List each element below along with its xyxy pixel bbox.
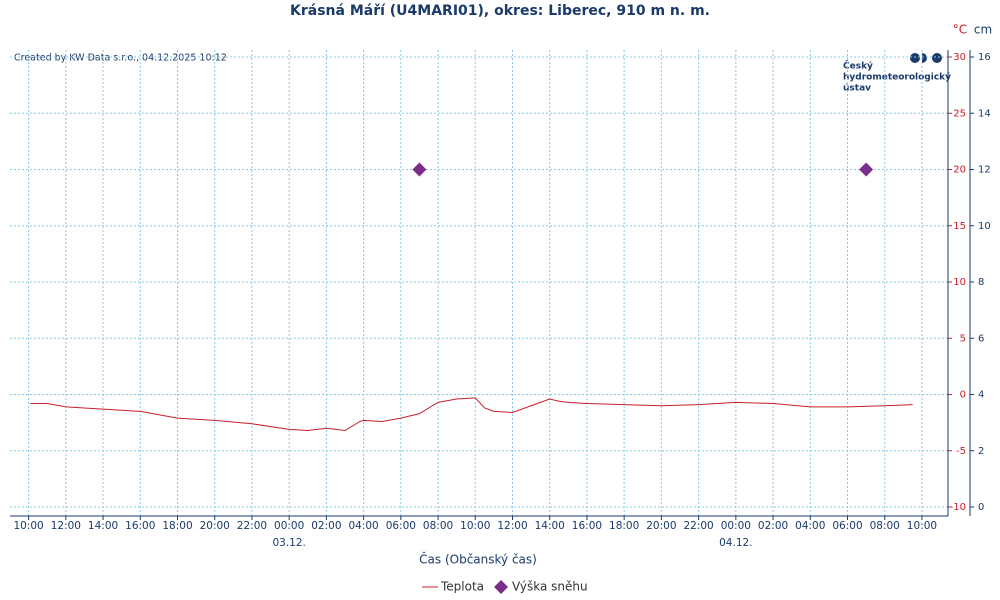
y-tick-label: -5 <box>956 446 966 457</box>
x-tick-label: 14:00 <box>535 520 565 532</box>
temperature-line <box>30 397 913 432</box>
x-tick-label: 10:00 <box>460 520 490 532</box>
chart-title: Krásná Máří (U4MARI01), okres: Liberec, … <box>290 3 710 19</box>
x-tick-label: 16:00 <box>125 520 155 532</box>
x-tick-label: 06:00 <box>832 520 862 532</box>
x-tick-label: 10:00 <box>13 520 43 532</box>
x-tick-label: 02:00 <box>311 520 341 532</box>
x-tick-label: 18:00 <box>162 520 192 532</box>
y2-unit: cm <box>974 23 992 37</box>
y-unit: °C <box>953 23 967 37</box>
y-tick-label: 0 <box>960 390 966 401</box>
snow-marker <box>412 162 427 177</box>
y2-tick-label: 12 <box>978 165 991 176</box>
x-tick-label: 02:00 <box>758 520 788 532</box>
date-label: 04.12. <box>719 537 752 549</box>
y-tick-label: 20 <box>953 165 966 176</box>
y2-tick-label: 16 <box>978 52 991 63</box>
x-tick-label: 14:00 <box>88 520 118 532</box>
y-tick-label: 30 <box>953 52 966 63</box>
x-tick-label: 08:00 <box>870 520 900 532</box>
snow-marker <box>859 162 874 177</box>
y-tick-label: -10 <box>950 502 966 513</box>
x-tick-label: 20:00 <box>200 520 230 532</box>
x-tick-label: 18:00 <box>609 520 639 532</box>
x-axis-title: Čas (Občanský čas) <box>419 552 537 567</box>
x-tick-label: 06:00 <box>386 520 416 532</box>
y2-tick-label: 8 <box>978 277 984 288</box>
y2-tick-label: 2 <box>978 446 984 457</box>
legend-label: Výška sněhu <box>512 580 588 594</box>
x-tick-label: 12:00 <box>51 520 81 532</box>
x-tick-label: 16:00 <box>572 520 602 532</box>
x-tick-label: 12:00 <box>497 520 527 532</box>
x-tick-label: 04:00 <box>348 520 378 532</box>
x-tick-label: 22:00 <box>683 520 713 532</box>
date-label: 03.12. <box>272 537 305 549</box>
x-tick-label: 20:00 <box>646 520 676 532</box>
x-tick-label: 10:00 <box>907 520 937 532</box>
y-tick-label: 10 <box>953 277 966 288</box>
logo-text: ústav <box>843 84 871 94</box>
x-tick-label: 08:00 <box>423 520 453 532</box>
y-tick-label: 25 <box>953 108 966 119</box>
y2-tick-label: 10 <box>978 221 991 232</box>
y2-tick-label: 4 <box>978 390 984 401</box>
credit: Created by KW Data s.r.o., 04.12.2025 10… <box>14 53 227 64</box>
x-tick-label: 00:00 <box>274 520 304 532</box>
y-tick-label: 15 <box>953 221 966 232</box>
logo-text: hydrometeorologický <box>843 73 951 83</box>
x-tick-label: 00:00 <box>721 520 751 532</box>
y2-tick-label: 0 <box>978 502 984 513</box>
legend-swatch <box>494 580 509 594</box>
legend-label: Teplota <box>440 580 484 594</box>
y-tick-label: 5 <box>960 333 966 344</box>
y2-tick-label: 6 <box>978 333 984 344</box>
x-tick-label: 04:00 <box>795 520 825 532</box>
logo-mark <box>910 53 942 63</box>
x-tick-label: 22:00 <box>237 520 267 532</box>
logo-text: Český <box>843 60 873 72</box>
y2-tick-label: 14 <box>978 108 991 119</box>
